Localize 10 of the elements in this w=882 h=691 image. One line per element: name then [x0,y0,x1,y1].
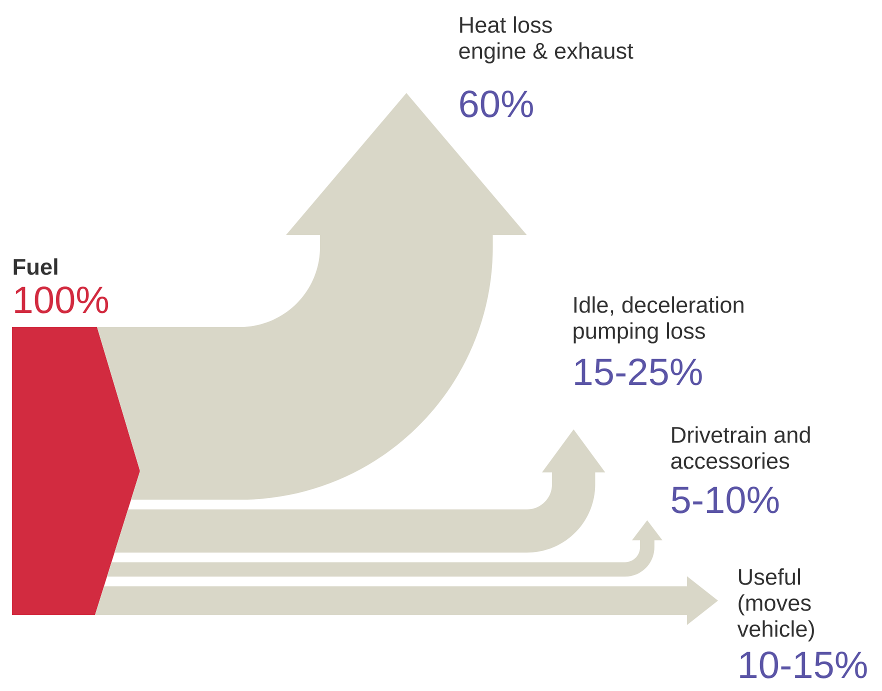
category-label: Heat loss engine & exhaust [459,16,634,64]
category-label: Idle, deceleration pumping loss [574,296,744,344]
data-label: 10-15% [740,651,867,678]
data-label: 60% [460,90,533,118]
data-label: 15-25% [575,358,702,386]
data-label: 100% [15,286,108,314]
category-label: Fuel [14,258,58,275]
category-label: Drivetrain and accessories [671,426,810,469]
data-label: 5-10% [672,486,779,514]
category-label: Useful (moves vehicle) [737,568,814,642]
